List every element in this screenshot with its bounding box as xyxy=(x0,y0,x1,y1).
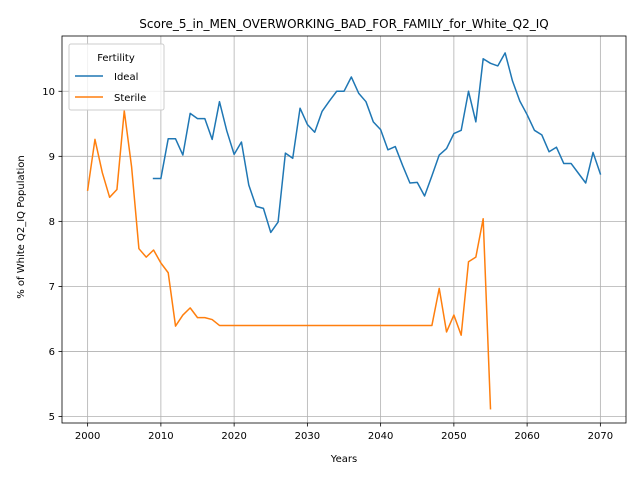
legend: Fertility Ideal Sterile xyxy=(69,44,164,110)
legend-title: Fertility xyxy=(97,53,135,64)
x-tick-label-2000: 2000 xyxy=(75,431,100,442)
x-tick-label-2050: 2050 xyxy=(441,431,466,442)
y-tick-label-5: 5 xyxy=(49,412,55,423)
x-tick-label-2070: 2070 xyxy=(588,431,613,442)
x-tick-label-2020: 2020 xyxy=(221,431,246,442)
y-axis-label: % of White Q2_IQ Population xyxy=(16,155,27,299)
legend-label-sterile: Sterile xyxy=(114,93,146,104)
chart-title: Score_5_in_MEN_OVERWORKING_BAD_FOR_FAMIL… xyxy=(139,17,548,31)
y-tick-label-10: 10 xyxy=(42,87,55,98)
x-tick-label-2040: 2040 xyxy=(368,431,393,442)
x-tick-label-2060: 2060 xyxy=(514,431,539,442)
legend-label-ideal: Ideal xyxy=(114,72,138,83)
y-tick-label-9: 9 xyxy=(49,152,55,163)
y-tick-label-8: 8 xyxy=(49,217,55,228)
x-tick-label-2010: 2010 xyxy=(148,431,173,442)
y-tick-label-6: 6 xyxy=(49,347,55,358)
y-tick-label-7: 7 xyxy=(49,282,55,293)
x-tick-label-2030: 2030 xyxy=(295,431,320,442)
x-axis-label: Years xyxy=(330,454,357,465)
